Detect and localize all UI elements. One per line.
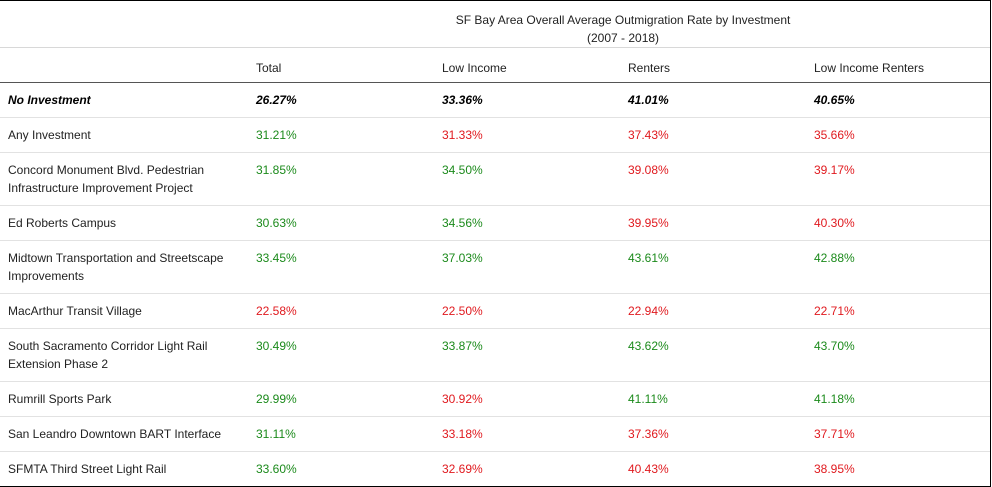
rate-cell-low-income: 34.50% — [434, 152, 620, 206]
rate-cell-renters: 39.95% — [620, 205, 806, 241]
table-title-line2: (2007 - 2018) — [587, 31, 660, 45]
rate-cell-total: 30.49% — [248, 328, 434, 382]
column-header-total: Total — [248, 47, 434, 83]
investment-name-cell: SFMTA Third Street Light Rail — [8, 462, 167, 476]
rate-cell-renters: 43.62% — [620, 328, 806, 382]
table-row: Ed Roberts Campus 30.63% 34.56% 39.95% 40.30… — [0, 205, 991, 241]
investment-name-cell: Any Investment — [0, 117, 248, 153]
investment-name-cell: South Sacramento Corridor Light Rail Ext… — [0, 328, 248, 382]
investment-name-cell: MacArthur Transit Village — [0, 293, 248, 329]
baseline-row: No Investment 26.27% 33.36% 41.01% 40.65% — [0, 82, 991, 118]
rate-cell-low-income: 31.33% — [434, 117, 620, 153]
column-header-low-income: Low Income — [434, 47, 620, 83]
rate-cell-low-income: 32.69% — [442, 462, 483, 476]
rate-cell-low-income-renters: 22.71% — [806, 293, 991, 329]
rate-cell-low-income-renters: 39.17% — [806, 152, 991, 206]
rate-cell-renters: 22.94% — [620, 293, 806, 329]
rate-cell-renters: 41.11% — [620, 381, 806, 417]
rate-cell-low-income-renters: 37.71% — [806, 416, 991, 452]
rate-cell-total: 22.58% — [248, 293, 434, 329]
table-row: Concord Monument Blvd. Pedestrian Infras… — [0, 152, 991, 206]
rate-cell-renters: 37.43% — [620, 117, 806, 153]
rate-cell-total: 33.60% — [256, 462, 297, 476]
table-row: San Leandro Downtown BART Interface 31.11… — [0, 416, 991, 452]
rate-cell-low-income: 30.92% — [434, 381, 620, 417]
table-row: Midtown Transportation and Streetscape I… — [0, 240, 991, 294]
investment-name-cell: Midtown Transportation and Streetscape I… — [0, 240, 248, 294]
rate-cell-renters: 39.08% — [620, 152, 806, 206]
column-header-low-income-renters: Low Income Renters — [806, 47, 991, 83]
rate-cell-low-income: 33.18% — [434, 416, 620, 452]
table-row: Rumrill Sports Park 29.99% 30.92% 41.11% 41.… — [0, 381, 991, 417]
rate-cell-renters: 40.43% — [628, 462, 669, 476]
table-row: Any Investment 31.21% 31.33% 37.43% 35.66% — [0, 117, 991, 153]
rate-cell-total: 31.85% — [248, 152, 434, 206]
investment-name-cell: San Leandro Downtown BART Interface — [0, 416, 248, 452]
rate-cell-low-income: 33.87% — [434, 328, 620, 382]
column-header-row: Total Low Income Renters Low Income Rent… — [0, 47, 991, 83]
rate-cell-renters: 43.61% — [620, 240, 806, 294]
investment-name-cell: Ed Roberts Campus — [0, 205, 248, 241]
rate-cell-low-income: 34.56% — [434, 205, 620, 241]
rate-cell-total: 26.27% — [248, 82, 434, 118]
rate-cell-low-income: 22.50% — [434, 293, 620, 329]
rate-cell-total: 30.63% — [248, 205, 434, 241]
rate-cell-low-income-renters: 38.95% — [814, 462, 855, 476]
rate-cell-total: 33.45% — [248, 240, 434, 294]
rate-cell-low-income: 37.03% — [434, 240, 620, 294]
table-body: No Investment 26.27% 33.36% 41.01% 40.65% Any… — [0, 82, 991, 487]
table-row: SFMTA Third Street Light Rail 33.60% 32.69… — [0, 452, 990, 487]
rate-cell-total: 29.99% — [248, 381, 434, 417]
rate-cell-low-income-renters: 40.65% — [806, 82, 991, 118]
investment-name-cell: No Investment — [0, 82, 248, 118]
rate-cell-low-income-renters: 40.30% — [806, 205, 991, 241]
rate-cell-total: 31.11% — [248, 416, 434, 452]
rate-cell-low-income: 33.36% — [434, 82, 620, 118]
rate-cell-low-income-renters: 42.88% — [806, 240, 991, 294]
rate-cell-low-income-renters: 43.70% — [806, 328, 991, 382]
column-header-investment — [0, 47, 248, 83]
table-title: SF Bay Area Overall Average Outmigration… — [248, 1, 991, 48]
column-header-renters: Renters — [620, 47, 806, 83]
rate-cell-low-income-renters: 35.66% — [806, 117, 991, 153]
table-row: MacArthur Transit Village 22.58% 22.50% 22.… — [0, 293, 991, 329]
investment-name-cell: Concord Monument Blvd. Pedestrian Infras… — [0, 152, 248, 206]
rate-cell-total: 31.21% — [248, 117, 434, 153]
table-title-row: SF Bay Area Overall Average Outmigration… — [0, 1, 991, 48]
investment-name-cell: Rumrill Sports Park — [0, 381, 248, 417]
rate-cell-renters: 37.36% — [620, 416, 806, 452]
title-spacer-cell — [0, 1, 248, 48]
table-title-line1: SF Bay Area Overall Average Outmigration… — [455, 13, 791, 27]
table-row: South Sacramento Corridor Light Rail Ext… — [0, 328, 991, 382]
rate-cell-renters: 41.01% — [620, 82, 806, 118]
rate-cell-low-income-renters: 41.18% — [806, 381, 991, 417]
